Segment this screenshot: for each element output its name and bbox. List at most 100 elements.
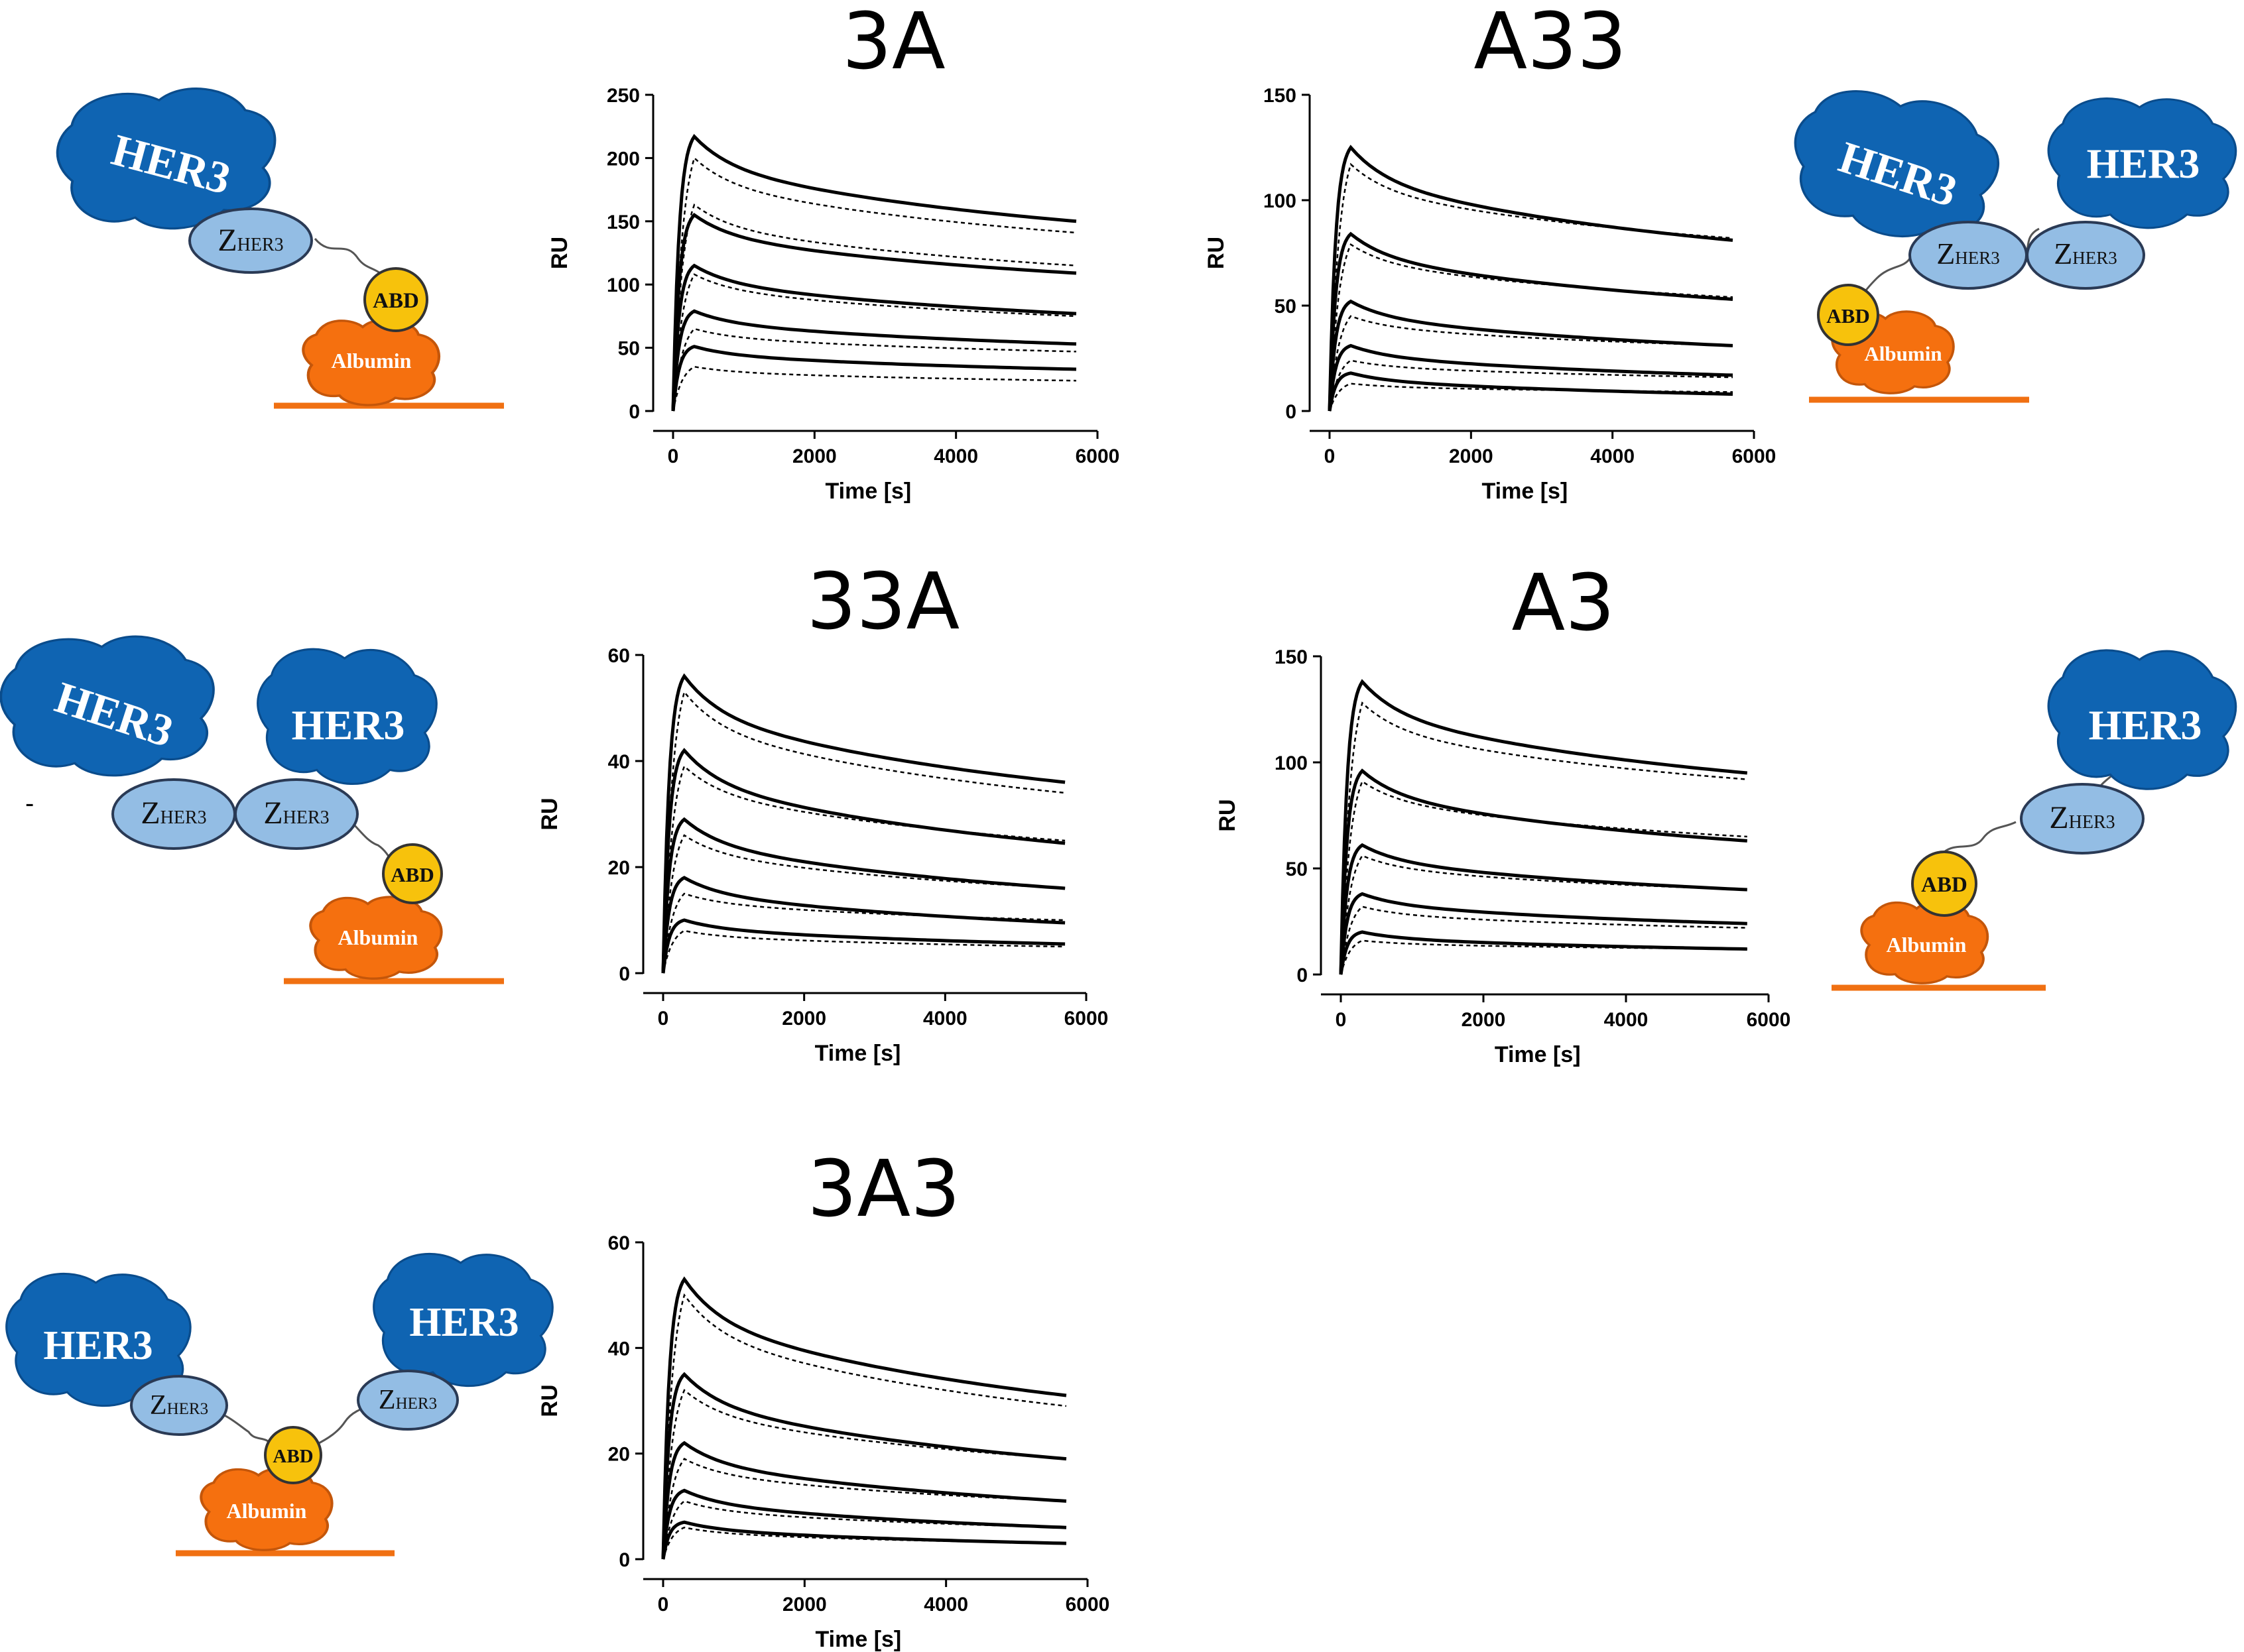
schematic-33a: - HER3 HER3 ZHER3 ZHER3 Albumin ABD bbox=[0, 630, 504, 984]
measured-curve-1 bbox=[1339, 679, 1748, 975]
measured-curve-5 bbox=[1328, 371, 1733, 412]
her3-label: HER3 bbox=[409, 1300, 519, 1345]
z-domain-label: ZHER3 bbox=[1936, 237, 2000, 270]
z-domain-label: ZHER3 bbox=[150, 1390, 208, 1421]
y-tick-label: 200 bbox=[607, 148, 640, 170]
measured-curve-4 bbox=[661, 1488, 1067, 1560]
schematic-a33: HER3 HER3 ZHER3 ZHER3 Albumin ABD bbox=[1782, 82, 2237, 403]
panel-3a3: HER3 HER3 ZHER3 ZHER3 Albumin ABD 3A3 0 20… bbox=[5, 1143, 1110, 1652]
z-domain-label: ZHER3 bbox=[2049, 800, 2115, 835]
panel-33a: - HER3 HER3 ZHER3 ZHER3 Albumin ABD 33A 0… bbox=[0, 556, 1108, 1066]
fit-curve-2 bbox=[1328, 243, 1733, 412]
x-tick-label: 2000 bbox=[1449, 445, 1493, 467]
her3-label: HER3 bbox=[43, 1323, 153, 1368]
fit-curve-2 bbox=[672, 204, 1077, 412]
abd-label: ABD bbox=[373, 289, 419, 313]
stray-mark: - bbox=[25, 789, 34, 818]
abd-label: ABD bbox=[1921, 873, 1967, 897]
x-tick-label: 6000 bbox=[1747, 1009, 1791, 1031]
fit-curve-1 bbox=[662, 690, 1066, 974]
measured-curve-4 bbox=[1328, 343, 1733, 412]
y-tick-label: 150 bbox=[1263, 85, 1296, 107]
z-domain bbox=[2020, 783, 2145, 855]
measured-curve-1 bbox=[661, 673, 1066, 974]
z-domain bbox=[357, 1370, 459, 1431]
measured-curve-3 bbox=[671, 263, 1077, 412]
fit-curve-3 bbox=[662, 834, 1066, 974]
y-tick-label: 150 bbox=[1275, 646, 1308, 668]
x-tick-label: 0 bbox=[668, 445, 679, 467]
z-domain-label: ZHER3 bbox=[218, 223, 283, 258]
x-axis-label: Time [s] bbox=[826, 479, 912, 504]
y-tick-label: 150 bbox=[607, 211, 640, 233]
x-tick-label: 4000 bbox=[924, 1594, 968, 1616]
measured-curve-1 bbox=[671, 134, 1077, 412]
y-tick-label: 250 bbox=[607, 85, 640, 107]
x-tick-label: 2000 bbox=[782, 1594, 827, 1616]
z-domain-label: ZHER3 bbox=[379, 1385, 437, 1415]
fit-curve-1 bbox=[672, 156, 1077, 412]
fit-curve-2 bbox=[662, 1389, 1067, 1560]
x-tick-label: 0 bbox=[1336, 1009, 1347, 1031]
fit-curve-3 bbox=[672, 273, 1077, 412]
abd-domain bbox=[382, 843, 443, 904]
y-axis-label: RU bbox=[1204, 237, 1229, 269]
fit-curve-3 bbox=[662, 1458, 1067, 1560]
y-tick-label: 0 bbox=[1296, 965, 1308, 986]
x-tick-label: 2000 bbox=[792, 445, 837, 467]
measured-curve-5 bbox=[1339, 930, 1747, 975]
measured-curve-1 bbox=[1328, 145, 1733, 412]
fit-curve-5 bbox=[662, 929, 1066, 974]
measured-curve-4 bbox=[661, 876, 1066, 974]
x-tick-label: 4000 bbox=[1604, 1009, 1649, 1031]
abd-domain bbox=[363, 267, 428, 332]
abd-domain bbox=[1817, 284, 1879, 346]
her3-label: HER3 bbox=[2089, 701, 2202, 748]
measured-curve-5 bbox=[661, 1520, 1067, 1560]
measured-curve-4 bbox=[1339, 892, 1747, 975]
fit-curve-3 bbox=[1328, 315, 1733, 412]
x-axis-label: Time [s] bbox=[816, 1627, 902, 1652]
panel-a3: A3 0 50 100 150 0 2000 4000 6000 Time [s] RU HER3 … bbox=[1215, 557, 2237, 1067]
measured-curve-1 bbox=[661, 1276, 1067, 1560]
x-tick-label: 6000 bbox=[1732, 445, 1776, 467]
abd-label: ABD bbox=[273, 1446, 313, 1467]
z-domain bbox=[234, 778, 359, 850]
measured-curve-2 bbox=[1328, 231, 1733, 412]
albumin-label: Albumin bbox=[338, 925, 418, 949]
x-tick-label: 4000 bbox=[1590, 445, 1635, 467]
y-tick-label: 40 bbox=[608, 1338, 630, 1360]
her3-label: HER3 bbox=[292, 701, 405, 748]
x-tick-label: 0 bbox=[658, 1008, 669, 1030]
panel-a33: A33 0 50 100 150 0 2000 4000 6000 Time [s] RU HER3… bbox=[1204, 0, 2237, 504]
chart-a33: A33 0 50 100 150 0 2000 4000 6000 Time [s] RU bbox=[1204, 0, 1776, 504]
y-tick-label: 50 bbox=[618, 338, 640, 360]
x-tick-label: 6000 bbox=[1066, 1594, 1110, 1616]
measured-curve-5 bbox=[671, 345, 1077, 412]
measured-curve-5 bbox=[661, 918, 1066, 974]
z-domain bbox=[130, 1375, 228, 1436]
albumin-label: Albumin bbox=[1864, 342, 1942, 365]
x-tick-label: 4000 bbox=[923, 1008, 967, 1030]
schematic-3a3: HER3 HER3 ZHER3 ZHER3 Albumin ABD bbox=[5, 1252, 554, 1557]
fit-curve-4 bbox=[1340, 906, 1747, 975]
albumin-label: Albumin bbox=[332, 349, 412, 373]
x-tick-label: 6000 bbox=[1076, 445, 1120, 467]
z-domain bbox=[188, 207, 313, 274]
chart-title: 3A3 bbox=[807, 1143, 960, 1234]
chart-title: 3A bbox=[842, 0, 946, 87]
z-domain-label: ZHER3 bbox=[141, 796, 206, 831]
chart-title: 33A bbox=[806, 556, 960, 647]
chart-33a: 33A 0 20 40 60 0 2000 4000 6000 Time [s] RU bbox=[537, 556, 1108, 1066]
x-tick-label: 2000 bbox=[1462, 1009, 1506, 1031]
y-axis-label: RU bbox=[537, 797, 562, 830]
fit-curve-4 bbox=[662, 892, 1066, 974]
chart-3a: 3A 0 50 100 150 200 250 0 2000 4000 6000 Time [s] RU bbox=[547, 0, 1119, 504]
x-tick-label: 6000 bbox=[1064, 1008, 1109, 1030]
schematic-3a: HER3 ZHER3 Albumin ABD bbox=[51, 80, 504, 409]
y-tick-label: 0 bbox=[619, 1549, 630, 1571]
albumin-label: Albumin bbox=[227, 1499, 307, 1523]
chart-title: A3 bbox=[1512, 557, 1615, 648]
schematic-a3: HER3 ZHER3 Albumin ABD bbox=[1832, 649, 2237, 991]
